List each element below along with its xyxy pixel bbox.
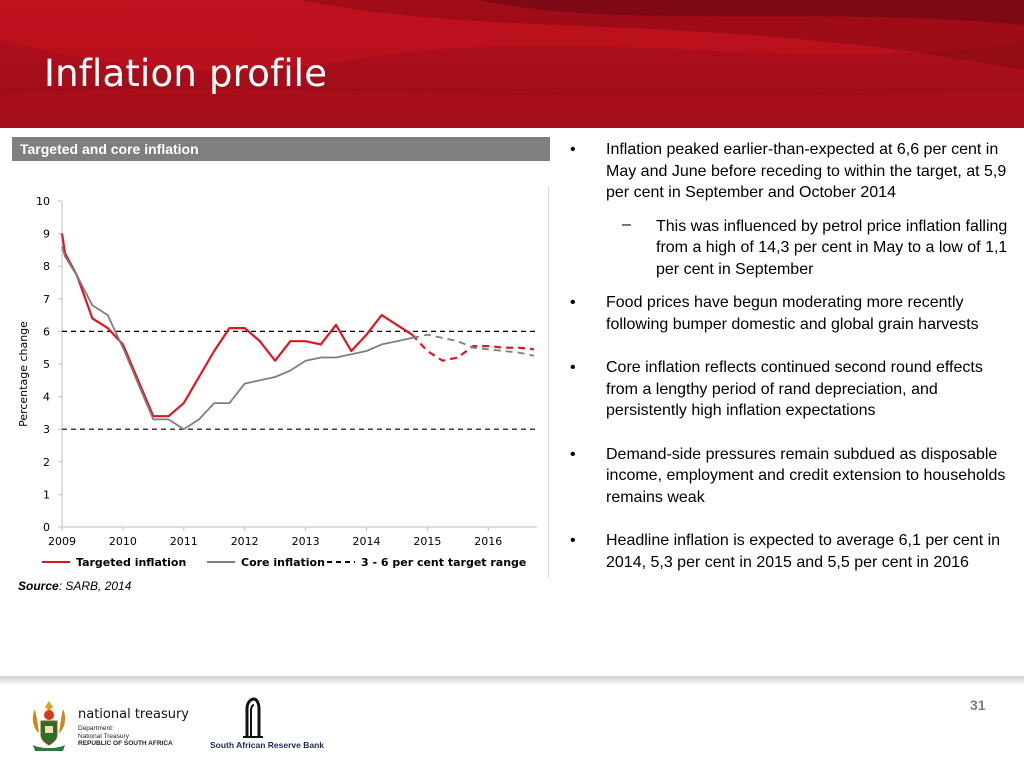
core-inflation-forecast-line — [412, 333, 535, 357]
nt-line-treasury: National Treasury — [78, 732, 129, 740]
coat-of-arms-logo — [32, 701, 66, 751]
header-banner: Inflation profile — [0, 0, 1024, 128]
y-tick-label: 4 — [43, 391, 50, 404]
x-tick-label: 2012 — [231, 535, 259, 548]
x-tick-label: 2010 — [109, 535, 137, 548]
y-tick-label: 0 — [43, 521, 50, 534]
bullet-text: Core inflation reflects continued second… — [606, 359, 983, 419]
x-tick-label: 2016 — [474, 535, 502, 548]
bullet-dot: • — [570, 445, 576, 463]
y-tick-label: 5 — [43, 358, 50, 371]
x-tick-label: 2011 — [170, 535, 198, 548]
x-tick-label: 2009 — [48, 535, 76, 548]
bullet-dot: • — [570, 359, 576, 376]
bullet-text: Inflation peaked earlier-than-expected a… — [606, 141, 1007, 201]
bullet-text: Headline inflation is expected to averag… — [606, 532, 1001, 571]
x-tick-label: 2013 — [292, 535, 320, 548]
bullet-item: • Food prices have begun moderating more… — [566, 292, 1011, 335]
bullet-dot: • — [570, 294, 576, 311]
page-number: 31 — [970, 697, 986, 713]
bullet-item: • Core inflation reflects continued seco… — [566, 357, 1011, 422]
bullet-item: • Headline inflation is expected to aver… — [566, 530, 1011, 573]
x-tick-label: 2015 — [413, 535, 441, 548]
legend-label-2: Core inflation — [241, 556, 325, 569]
sub-bullet-text: This was influenced by petrol price infl… — [656, 217, 1008, 278]
chart-source: Source: SARB, 2014 — [18, 579, 131, 593]
bullet-item: • Inflation peaked earlier-than-expected… — [566, 139, 1011, 204]
nt-line-department: Department: — [78, 725, 114, 732]
source-label: Source — [18, 579, 59, 593]
sarb-name: South African Reserve Bank — [210, 740, 324, 750]
y-tick-label: 1 — [43, 488, 50, 501]
bullet-text: Demand-side pressures remain subdued as … — [606, 445, 1006, 506]
sub-bullet-dash: – — [622, 215, 631, 233]
legend-label-1: Targeted inflation — [76, 556, 186, 569]
core-inflation-line — [61, 246, 413, 431]
chart-container: 0 1 2 3 4 5 6 7 8 9 10 2009 2010 2011 2012 2013 2014 2015… — [12, 165, 550, 580]
y-axis-label: Percentage change — [17, 321, 30, 427]
y-tick-label: 2 — [43, 456, 50, 469]
sub-bullet-item: – This was influenced by petrol price in… — [566, 216, 1011, 281]
y-tick-label: 8 — [43, 260, 50, 273]
targeted-inflation-forecast-line — [411, 333, 535, 362]
targeted-inflation-line — [60, 233, 413, 418]
footer-divider — [0, 676, 1024, 686]
y-tick-label: 9 — [43, 228, 50, 241]
page-title: Inflation profile — [44, 52, 328, 95]
y-tick-label: 10 — [36, 195, 50, 208]
bullet-dot: • — [570, 141, 576, 158]
legend-label-3: 3 - 6 per cent target range — [361, 556, 526, 569]
bullet-dot: • — [570, 532, 576, 549]
x-tick-label: 2014 — [352, 535, 380, 548]
y-tick-label: 7 — [43, 293, 50, 306]
bullet-text: Food prices have begun moderating more r… — [606, 294, 979, 333]
inflation-chart: 0 1 2 3 4 5 6 7 8 9 10 2009 2010 2011 2012 2013 2014 2015… — [17, 195, 537, 569]
bullet-item: • Demand-side pressures remain subdued a… — [566, 444, 1011, 509]
y-tick-label: 3 — [43, 423, 50, 436]
sarb-logo — [243, 697, 263, 738]
chart-divider — [548, 186, 549, 578]
chart-header: Targeted and core inflation — [12, 137, 550, 161]
national-treasury-logo: national treasury Department: National T… — [78, 707, 189, 748]
national-treasury-name: national treasury — [78, 707, 189, 722]
y-tick-label: 6 — [43, 325, 50, 338]
source-text: : SARB, 2014 — [58, 579, 132, 593]
bullet-list: • Inflation peaked earlier-than-expected… — [566, 139, 1011, 573]
header-swoosh-decoration — [0, 0, 1024, 128]
nt-line-country: REPUBLIC OF SOUTH AFRICA — [78, 740, 173, 747]
